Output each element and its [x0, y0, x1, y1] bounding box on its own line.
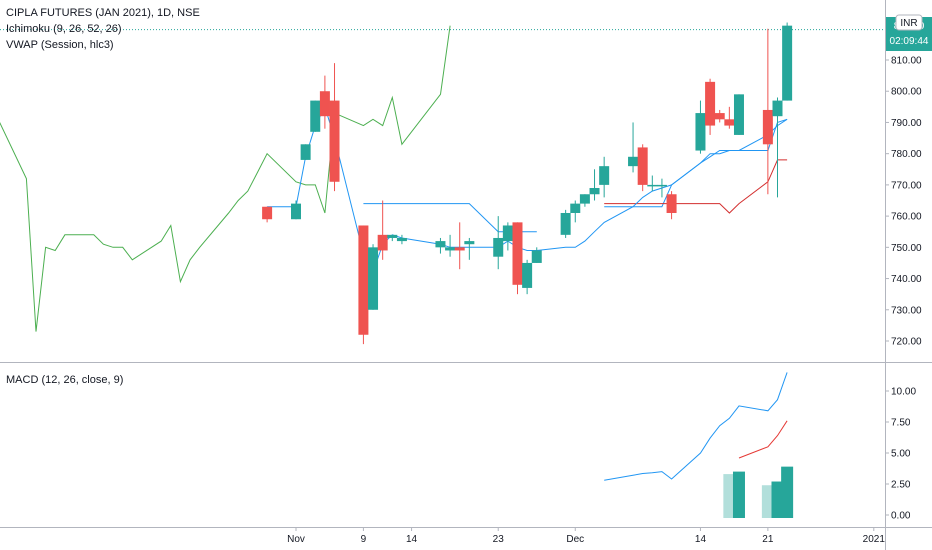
- ichimoku-base-line: [604, 159, 788, 214]
- candle-body[interactable]: [319, 91, 330, 117]
- price-tick-label: 740.00: [891, 274, 922, 285]
- macd-histogram-bar: [781, 466, 794, 518]
- candle-body[interactable]: [329, 100, 340, 182]
- macd-tick-label: 0.00: [891, 511, 911, 522]
- price-tick-label: 730.00: [891, 305, 922, 316]
- candle-body[interactable]: [377, 234, 388, 251]
- macd-tick-label: 10.00: [891, 387, 916, 398]
- time-tick-label: 21: [762, 534, 774, 545]
- candle-body[interactable]: [291, 203, 301, 220]
- macd-tick-label: 5.00: [891, 449, 911, 460]
- candle-body[interactable]: [531, 250, 542, 263]
- price-tick-label: 760.00: [891, 212, 922, 223]
- candle-body[interactable]: [599, 166, 610, 185]
- candle-body[interactable]: [589, 188, 600, 195]
- price-tick-label: 790.00: [891, 118, 922, 129]
- candle-body[interactable]: [396, 237, 407, 242]
- candle-body[interactable]: [435, 241, 446, 248]
- candle-body[interactable]: [714, 113, 725, 120]
- candle-body[interactable]: [570, 203, 581, 213]
- candle-body[interactable]: [733, 94, 744, 135]
- candle-body[interactable]: [262, 206, 273, 220]
- candle-body[interactable]: [387, 234, 398, 238]
- time-tick-label: 14: [695, 534, 707, 545]
- macd-legend[interactable]: MACD (12, 26, close, 9): [6, 374, 124, 386]
- currency-badge[interactable]: [895, 14, 923, 31]
- candle-body[interactable]: [666, 194, 677, 213]
- candle-body[interactable]: [782, 25, 793, 101]
- price-tick-label: 720.00: [891, 337, 922, 348]
- price-tick-label: 750.00: [891, 243, 922, 254]
- time-tick-label: 9: [361, 534, 367, 545]
- candle-body[interactable]: [656, 184, 667, 187]
- candle-body[interactable]: [493, 237, 504, 257]
- symbol-title[interactable]: CIPLA FUTURES (JAN 2021), 1D, NSE: [6, 7, 200, 19]
- candle-body[interactable]: [637, 147, 648, 185]
- macd-histogram-bar: [732, 471, 745, 518]
- candle-body[interactable]: [310, 100, 321, 132]
- candle-body[interactable]: [464, 241, 475, 245]
- candle-body[interactable]: [454, 247, 465, 251]
- price-tick-label: 800.00: [891, 87, 922, 98]
- currency-badge-label: INR: [900, 18, 917, 29]
- candle-body[interactable]: [579, 194, 590, 204]
- macd-line: [604, 372, 788, 481]
- macd-signal-line: [738, 420, 788, 459]
- candle-body[interactable]: [560, 212, 571, 235]
- candle-body[interactable]: [724, 119, 735, 126]
- time-tick-label: 2021: [863, 534, 886, 545]
- ichimoku-lagging-line: [0, 25, 451, 332]
- time-tick-label: Dec: [566, 534, 584, 545]
- main-legend: CIPLA FUTURES (JAN 2021), 1D, NSE Ichimo…: [6, 5, 200, 53]
- ichimoku-legend[interactable]: Ichimoku (9, 26, 52, 26): [6, 23, 122, 35]
- macd-histogram-bar: [723, 474, 736, 518]
- candle-body[interactable]: [445, 247, 456, 251]
- candle-body[interactable]: [772, 100, 783, 117]
- macd-histogram-bar: [761, 485, 774, 518]
- macd-tick-label: 2.50: [891, 480, 911, 491]
- candle-body[interactable]: [358, 225, 369, 335]
- bar-countdown-label: 02:09:44: [890, 36, 929, 47]
- price-tick-label: 780.00: [891, 149, 922, 160]
- time-tick-label: 23: [493, 534, 505, 545]
- candle-body[interactable]: [522, 262, 533, 288]
- candle-body[interactable]: [647, 184, 658, 187]
- candle-body[interactable]: [502, 225, 513, 242]
- vwap-legend[interactable]: VWAP (Session, hlc3): [6, 39, 114, 51]
- candle-body[interactable]: [628, 156, 639, 167]
- candle-body[interactable]: [695, 113, 706, 151]
- candle-body[interactable]: [300, 144, 311, 160]
- time-tick-label: Nov: [287, 534, 305, 545]
- time-tick-label: 14: [406, 534, 418, 545]
- candle-body[interactable]: [762, 109, 773, 145]
- price-tick-label: 770.00: [891, 180, 922, 191]
- macd-tick-label: 7.50: [891, 418, 911, 429]
- candle-body[interactable]: [512, 222, 523, 285]
- price-tick-label: 810.00: [891, 56, 922, 67]
- macd-histogram-bar: [771, 481, 784, 518]
- candle-body[interactable]: [368, 247, 379, 310]
- candle-body[interactable]: [705, 81, 716, 126]
